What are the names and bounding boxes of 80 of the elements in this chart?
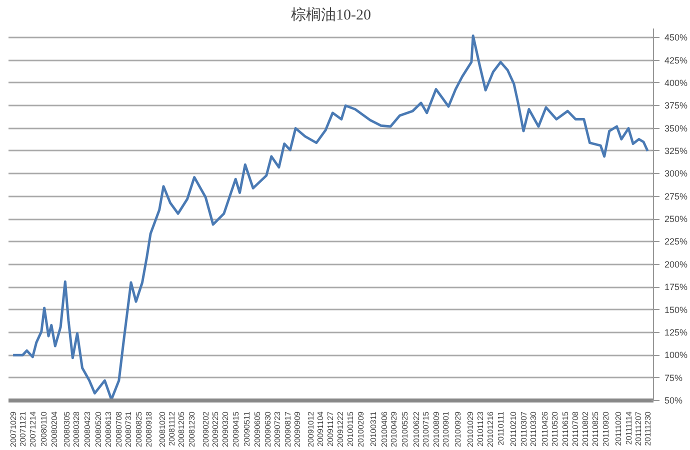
x-tick-label: 20080918: [144, 410, 154, 448]
x-tick-label: 20100622: [412, 410, 421, 448]
x-tick-label: 20100715: [422, 410, 431, 448]
x-tick-label: 20101123: [476, 410, 486, 446]
x-tick-label: 20090202: [202, 410, 211, 448]
y-tick-label: 400%: [664, 78, 688, 88]
x-tick-label: 20090909: [292, 410, 302, 448]
y-tick-label: 200%: [664, 259, 688, 270]
y-tick-label: 250%: [664, 214, 688, 224]
y-tick-label: 450%: [664, 32, 688, 43]
x-tick-label: 20071121: [18, 410, 28, 446]
x-tick-label: 20090415: [232, 410, 241, 448]
x-tick-label: 20110802: [581, 410, 590, 446]
x-tick-label: 20080110: [40, 410, 48, 446]
x-tick-label: 20110426: [540, 410, 550, 446]
y-tick-label: 75%: [664, 372, 683, 383]
x-tick-label: 20090605: [252, 410, 262, 448]
x-tick-label: 20111207: [634, 410, 644, 446]
x-tick-label: 20110615: [561, 410, 570, 446]
x-tick-label: 20080423: [82, 410, 92, 448]
x-tick-label: 20110307: [520, 410, 528, 446]
x-tick-label: 20110210: [509, 410, 518, 446]
x-tick-label: 20100809: [432, 410, 441, 448]
y-tick-label: 325%: [664, 146, 688, 156]
x-tick-label: 20110825: [590, 410, 600, 446]
x-tick-label: 20080305: [62, 410, 72, 448]
y-tick-label: 275%: [664, 191, 688, 202]
x-tick-label: 20091012: [306, 410, 316, 448]
y-tick-label: 350%: [664, 123, 688, 134]
x-tick-label: 20081230: [187, 410, 196, 448]
x-tick-label: 20110330: [529, 410, 538, 446]
x-tick-label: 20100209: [356, 410, 366, 448]
x-tick-label: 20100115: [346, 410, 356, 446]
x-tick-label: 20090630: [263, 410, 272, 448]
x-tick-label: 20100406: [380, 410, 389, 448]
y-tick-label: 375%: [664, 100, 688, 111]
x-tick-label: 20111114: [624, 410, 634, 445]
y-tick-label: 150%: [664, 304, 688, 315]
x-tick-label: 20110920: [602, 410, 611, 446]
x-tick-label: 20090817: [283, 410, 292, 448]
y-tick-label: 225%: [664, 236, 688, 247]
x-tick-label: 20080825: [134, 410, 144, 448]
x-tick-label: 20100311: [369, 410, 378, 446]
x-tick-label: 20091104: [316, 410, 326, 446]
x-tick-label: 20090723: [272, 410, 282, 448]
x-tick-label: 20080204: [50, 410, 59, 448]
x-tick-label: 20100901: [442, 410, 451, 448]
x-tick-label: 20081205: [177, 410, 186, 448]
x-tick-label: 20100929: [453, 410, 462, 448]
x-tick-label: 20090320: [220, 410, 230, 448]
line-series: [12, 34, 649, 400]
x-tick-label: 20080731: [124, 410, 134, 448]
x-tick-label: 20101216: [486, 410, 495, 448]
x-tick-label: 20110520: [550, 410, 560, 446]
x-tick-label: 20081112: [167, 410, 176, 446]
x-tick-label: 20081020: [158, 410, 167, 448]
x-tick-label: 20110111: [496, 410, 506, 446]
x-tick-label: 20100429: [390, 410, 398, 448]
y-tick-label: 100%: [664, 350, 688, 360]
x-tick-label: 20111020: [614, 410, 624, 446]
y-tick-label: 425%: [664, 55, 688, 66]
y-tick-label: 125%: [664, 327, 688, 338]
x-tick-label: 20071029: [9, 410, 18, 448]
x-tick-label: 20080613: [104, 410, 114, 448]
x-tick-label: 20080708: [114, 410, 124, 448]
chart-title: 棕榈油10-20: [291, 6, 371, 24]
x-tick-label: 20110708: [570, 410, 580, 446]
x-tick-label: 20080328: [72, 410, 81, 448]
x-tick-label: 20100525: [400, 410, 410, 448]
x-tick-label: 20091127: [326, 410, 335, 446]
x-tick-label: 20091222: [336, 410, 346, 448]
x-tick-label: 20080520: [94, 410, 104, 448]
x-tick-label: 20090511: [242, 410, 252, 446]
y-tick-label: 300%: [664, 168, 688, 179]
y-tick-label: 50%: [664, 396, 683, 406]
x-tick-label: 20090225: [211, 410, 220, 448]
y-tick-label: 175%: [664, 282, 688, 292]
x-tick-label: 20071214: [28, 410, 38, 448]
x-tick-label: 20101029: [466, 410, 475, 448]
x-tick-label: 20111230: [644, 410, 653, 446]
